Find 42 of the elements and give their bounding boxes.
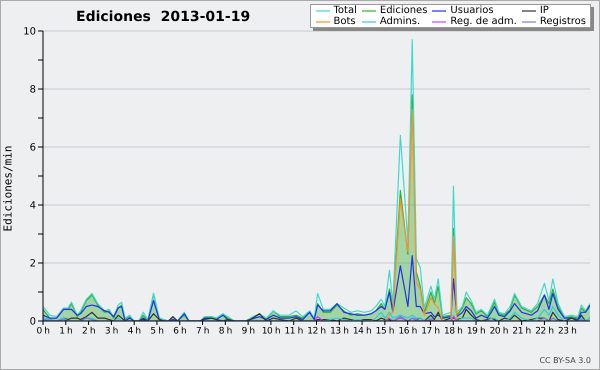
y-tick-label: 2 [30, 258, 36, 270]
legend-label: Bots [334, 16, 356, 27]
x-tick-label: 14 h [352, 326, 372, 336]
legend-label: Total [334, 5, 357, 16]
x-tick-label: 6 h [173, 326, 186, 336]
x-tick-label: 9 h [242, 326, 255, 336]
x-tick-label: 18 h [444, 326, 462, 336]
x-tick-label: 8 h [218, 326, 232, 336]
x-tick-label: 4 h [128, 326, 141, 336]
x-tick-label: 16 h [398, 326, 417, 336]
legend-label: Registros [540, 16, 586, 27]
legend-label: IP [540, 5, 549, 16]
x-tick-label: 5 h [150, 326, 164, 336]
x-tick-label: 10 h [262, 326, 280, 336]
legend-label: Usuarios [450, 5, 494, 16]
x-tick-label: 11 h [284, 326, 303, 336]
x-tick-label: 19 h [466, 326, 486, 336]
x-tick-label: 23 h [558, 326, 576, 336]
y-axis-title: Ediciones/min [2, 144, 14, 232]
legend-label: Reg. de adm. [450, 16, 517, 27]
x-tick-label: 2 h [82, 326, 96, 336]
text: CC BY-SA 3.0 [539, 356, 591, 365]
x-tick-label: 22 h [535, 326, 554, 336]
x-tick-label: 21 h [512, 326, 531, 336]
x-tick-label: 20 h [490, 326, 508, 336]
x-tick-label: 0 h [36, 326, 50, 336]
x-tick-label: 15 h [376, 326, 394, 336]
line-series [384, 108, 458, 321]
chart-title: Ediciones 2013-01-19 [76, 9, 250, 25]
x-tick-label: 3 h [104, 326, 118, 336]
x-tick-label: 1 h [59, 326, 72, 336]
x-tick-label: 12 h [307, 326, 326, 336]
x-tick-label: 17 h [421, 326, 440, 336]
y-tick-label: 10 [23, 26, 36, 38]
legend-label: Ediciones [380, 5, 428, 16]
x-tick-label: 13 h [330, 326, 349, 336]
y-tick-label: 6 [30, 142, 36, 154]
y-tick-label: 8 [30, 84, 36, 96]
legend-label: Admins. [380, 16, 420, 27]
x-tick-label: 7 h [196, 326, 210, 336]
y-tick-label: 0 [30, 316, 36, 328]
y-tick-label: 4 [30, 200, 36, 212]
